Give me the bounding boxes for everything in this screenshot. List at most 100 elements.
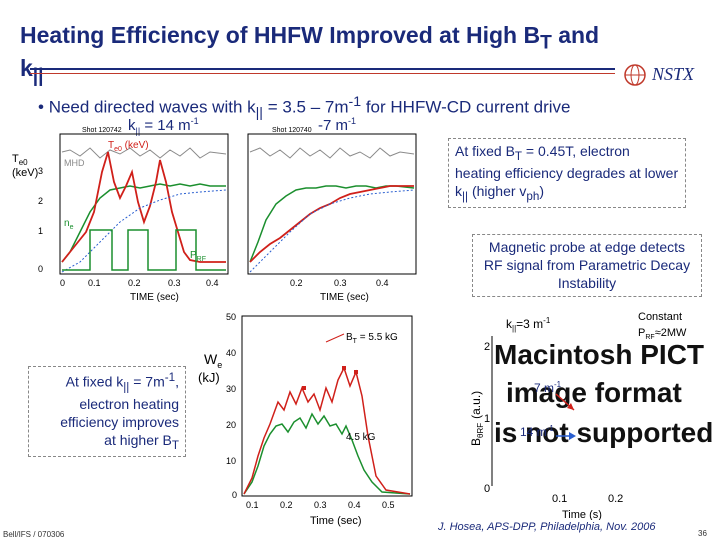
label-te0: Te0 (keV) <box>108 140 149 153</box>
we-xtick-3: 0.4 <box>348 500 361 510</box>
we-trace-high <box>243 366 411 495</box>
probe-trace-right <box>249 189 415 273</box>
xtick-right-0: 0.2 <box>290 278 303 288</box>
bullet-sub: || <box>255 105 263 122</box>
we-ytick-20: 20 <box>226 420 236 430</box>
nstx-logo <box>624 64 646 86</box>
label-ne: ne <box>64 218 74 231</box>
we-legend-high-line <box>325 333 345 343</box>
xtick-left-0: 0 <box>60 278 65 288</box>
xlabel-left: TIME (sec) <box>130 292 179 303</box>
we-xtick-1: 0.2 <box>280 500 293 510</box>
bullet-mid: = 3.5 – 7m <box>262 97 349 117</box>
we-marker <box>342 366 346 370</box>
brf-arrowhead-k7 <box>567 403 574 410</box>
brf-ylabel: BθRF(a.u.) <box>469 391 485 446</box>
te0-yunit: (keV) <box>12 167 38 179</box>
bullet-sup: -1 <box>348 94 362 110</box>
we-yunit: (kJ) <box>198 370 220 385</box>
we-ytick-30: 30 <box>226 384 236 394</box>
bullet-dot: • <box>38 97 49 117</box>
shot-left: Shot 120742 <box>82 127 122 134</box>
header-left: k|| = 14 m-1 <box>128 116 199 136</box>
title-tail-sub: || <box>32 65 44 87</box>
right-plot-frame <box>247 133 417 275</box>
nstx-logo-text: NSTX <box>652 64 695 84</box>
brf-arrowhead-k14 <box>569 432 576 440</box>
ne-trace-left <box>61 183 226 263</box>
label-prf: PRF <box>190 250 206 263</box>
title-rule-dark <box>30 68 615 70</box>
xtick-right-2: 0.4 <box>376 278 389 288</box>
ytick-3: 3 <box>38 166 43 176</box>
we-trace-low <box>243 412 411 495</box>
we-xtick-0: 0.1 <box>246 500 259 510</box>
label-mhd: MHD <box>64 158 85 168</box>
brf-label-prf: PRF≈2MW <box>638 327 687 341</box>
title-sub: T <box>540 32 552 54</box>
ytick-2: 2 <box>38 196 43 206</box>
we-ytick-50: 50 <box>226 312 236 322</box>
callout-magnetic-probe: Magnetic probe at edge detects RF signal… <box>472 234 702 297</box>
we-marker <box>302 386 306 390</box>
we-ytick-0: 0 <box>232 490 237 500</box>
we-marker <box>354 370 358 374</box>
footer-citation: J. Hosea, APS-DPP, Philadelphia, Nov. 20… <box>438 521 656 533</box>
mhd-trace-right <box>249 147 415 159</box>
pict-placeholder-1: Macintosh PICT <box>494 339 704 370</box>
left-plot-frame <box>59 133 229 275</box>
we-xlabel: Time (sec) <box>310 515 362 527</box>
brf-xtick-1: 0.2 <box>608 493 623 505</box>
time-trace-panel: k|| = 14 m-1 -7 m-1 Shot 120742 Shot 120… <box>12 116 417 303</box>
bullet-point: • Need directed waves with k|| = 3.5 – 7… <box>38 94 571 121</box>
te0-trace-right <box>249 185 414 263</box>
brf-label-k7: 7 m-1 <box>534 380 562 395</box>
bullet-text: Need directed waves with k <box>48 97 256 117</box>
ytick-1: 1 <box>38 226 43 236</box>
brf-chart: BθRF(a.u.) 2 1 0 Macintosh PICT image fo… <box>469 311 713 520</box>
we-chart: We (kJ) 50 40 30 20 10 0 BT = 5.5 kG 4.5… <box>198 312 413 527</box>
brf-ytick-1: 1 <box>484 413 490 425</box>
brf-ytick-0: 0 <box>484 483 490 495</box>
te0-trace-left <box>61 151 226 263</box>
brf-label-k14: 14 m-1 <box>520 424 554 439</box>
we-ytick-10: 10 <box>226 456 236 466</box>
brf-label-k3: k||=3 m-1 <box>506 316 551 333</box>
xtick-left-2: 0.2 <box>128 278 141 288</box>
xtick-left-1: 0.1 <box>88 278 101 288</box>
ytick-0: 0 <box>38 264 43 274</box>
we-xtick-4: 0.5 <box>382 500 395 510</box>
brf-xlabel: Time (s) <box>562 509 602 520</box>
prf-trace-left <box>62 229 226 271</box>
brf-label-const: Constant <box>638 311 682 323</box>
slide-title: Heating Efficiency of HHFW Improved at H… <box>20 22 620 87</box>
title-rule-red <box>30 73 615 74</box>
title-tail: and k <box>20 22 600 81</box>
pict-placeholder-3: is not supported <box>494 417 713 448</box>
xtick-right-1: 0.3 <box>334 278 347 288</box>
brf-ytick-2: 2 <box>484 341 490 353</box>
xtick-left-3: 0.3 <box>168 278 181 288</box>
we-ytick-40: 40 <box>226 348 236 358</box>
we-xtick-2: 0.3 <box>314 500 327 510</box>
footer-left: Bell/IFS / 070306 <box>3 530 65 539</box>
xlabel-right: TIME (sec) <box>320 292 369 303</box>
header-right: -7 m-1 <box>318 116 356 134</box>
we-ylabel: We <box>204 351 222 370</box>
we-plot-frame <box>241 315 413 497</box>
pict-placeholder-2: image format <box>506 377 682 408</box>
shot-right: Shot 120740 <box>272 127 312 134</box>
xtick-left-4: 0.4 <box>206 278 219 288</box>
bullet-tail: for HHFW-CD current drive <box>361 97 571 117</box>
callout-fixed-k: At fixed k|| = 7m-1, electron heating ef… <box>28 366 186 457</box>
te0-ylabel: Te0 <box>12 153 28 167</box>
we-legend-high: BT = 5.5 kG <box>346 332 398 345</box>
probe-trace-left <box>61 189 227 273</box>
brf-xtick-0: 0.1 <box>552 493 567 505</box>
ne-trace-right <box>249 185 415 263</box>
callout-fixed-bt: At fixed BT = 0.45T, electron heating ef… <box>448 138 686 209</box>
page-number: 36 <box>698 529 707 538</box>
title-main: Heating Efficiency of HHFW Improved at H… <box>20 22 541 48</box>
mhd-trace-left <box>61 147 227 159</box>
we-legend-low: 4.5 kG <box>346 432 376 443</box>
